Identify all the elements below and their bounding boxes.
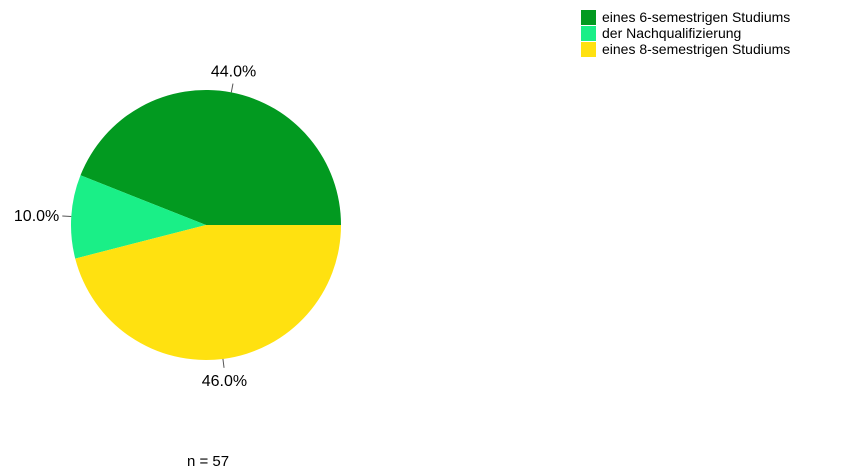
- pie-slice: [80, 89, 341, 225]
- pie-slice: [75, 225, 342, 361]
- legend-swatch: [581, 25, 596, 41]
- slice-percent-label: 46.0%: [202, 373, 247, 390]
- legend-label: der Nachqualifizierung: [602, 25, 742, 41]
- pie-slice: [70, 175, 207, 259]
- slice-leader-line: [230, 83, 234, 93]
- legend-item-nachqualifizierung: der Nachqualifizierung: [581, 25, 790, 41]
- sample-size-note: n = 57: [187, 453, 230, 470]
- legend-swatch: [581, 41, 596, 57]
- chart-legend: eines 6-semestrigen Studiums der Nachqua…: [581, 9, 790, 57]
- legend-swatch: [581, 9, 596, 25]
- slice-percent-label: 10.0%: [14, 208, 59, 225]
- legend-item-8-semester: eines 8-semestrigen Studiums: [581, 41, 790, 57]
- legend-label: eines 8-semestrigen Studiums: [602, 41, 791, 57]
- legend-label: eines 6-semestrigen Studiums: [602, 9, 791, 25]
- slice-percent-label: 44.0%: [211, 64, 256, 81]
- legend-item-6-semester: eines 6-semestrigen Studiums: [581, 9, 790, 25]
- slice-leader-line: [222, 358, 225, 368]
- slice-leader-line: [62, 215, 72, 218]
